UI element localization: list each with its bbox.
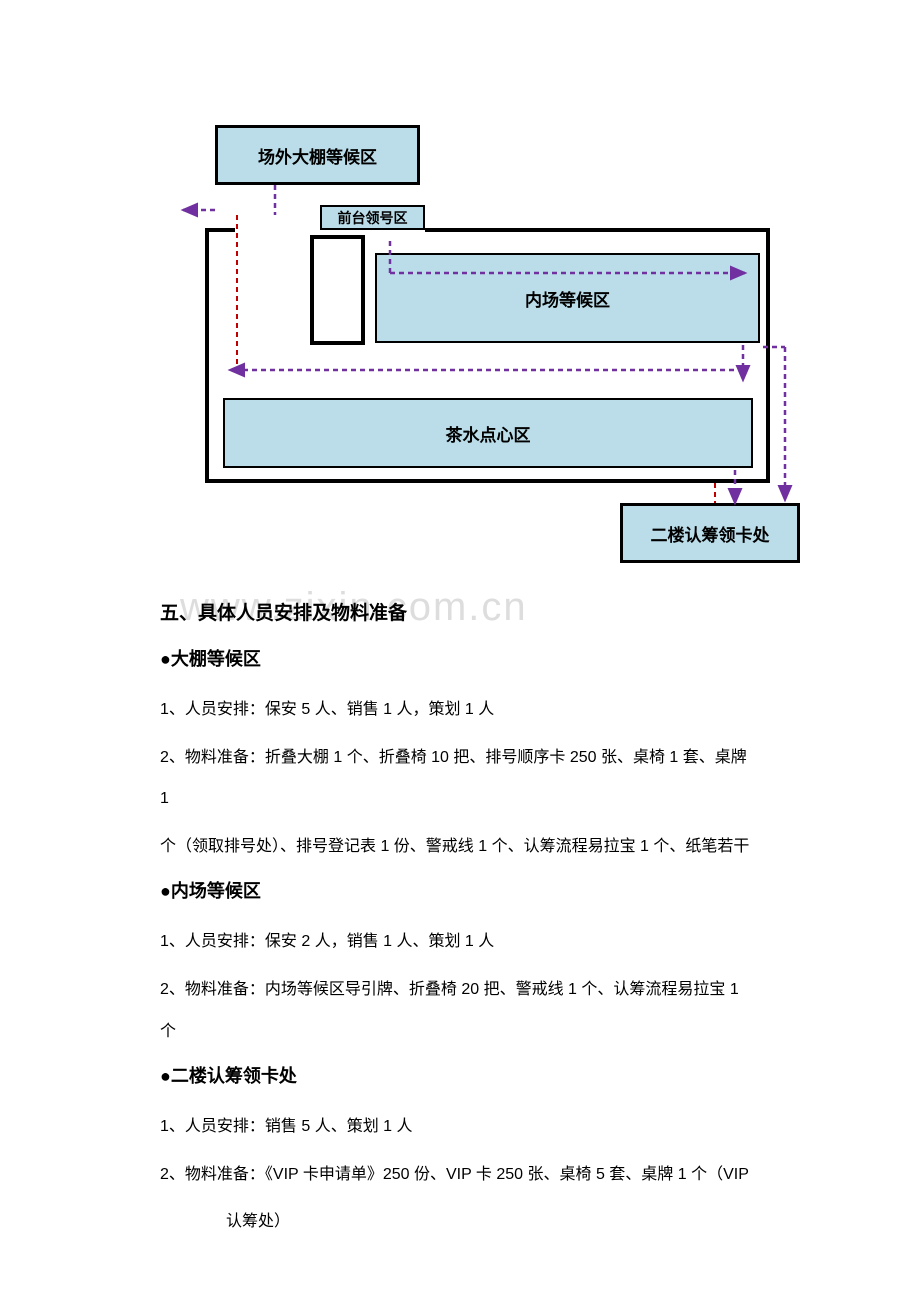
area-0-line-1: 2、物料准备：折叠大棚 1 个、折叠椅 10 把、排号顺序卡 250 张、桌椅 … (160, 737, 750, 820)
box-tea-area: 茶水点心区 (223, 398, 753, 468)
diagram-container: 场外大棚等候区 前台领号区 内场等候区 茶水点心区 二楼认筹领卡处 (175, 125, 800, 575)
box-second-floor: 二楼认筹领卡处 (620, 503, 800, 563)
area-2-line-1: 2、物料准备：《VIP 卡申请单》250 份、VIP 卡 250 张、桌椅 5 … (160, 1154, 750, 1196)
box-front-desk-label: 前台领号区 (338, 208, 408, 228)
content-area: 五、具体人员安排及物料准备 ●大棚等候区 1、人员安排：保安 5 人、销售 1 … (160, 598, 750, 1243)
box-inner-waiting: 内场等候区 (375, 253, 760, 343)
area-2-line-0: 1、人员安排：销售 5 人、策划 1 人 (160, 1106, 750, 1148)
area-2-title: ●二楼认筹领卡处 (160, 1062, 750, 1088)
box-waiting-outside: 场外大棚等候区 (215, 125, 420, 185)
box-front-desk: 前台领号区 (320, 205, 425, 230)
area-0-line-2: 个（领取排号处）、排号登记表 1 份、警戒线 1 个、认筹流程易拉宝 1 个、纸… (160, 826, 750, 868)
area-0-title: ●大棚等候区 (160, 645, 750, 671)
area-2-indent: 认筹处） (160, 1201, 750, 1243)
area-1-line-1: 2、物料准备：内场等候区导引牌、折叠椅 20 把、警戒线 1 个、认筹流程易拉宝… (160, 969, 750, 1052)
area-1-line-0: 1、人员安排：保安 2 人，销售 1 人、策划 1 人 (160, 921, 750, 963)
inner-small-box (310, 235, 365, 345)
area-0-line-0: 1、人员安排：保安 5 人、销售 1 人，策划 1 人 (160, 689, 750, 731)
box-inner-waiting-label: 内场等候区 (525, 286, 610, 311)
box-waiting-outside-label: 场外大棚等候区 (258, 143, 377, 168)
box-second-floor-label: 二楼认筹领卡处 (651, 521, 770, 546)
box-tea-area-label: 茶水点心区 (446, 421, 531, 446)
area-1-title: ●内场等候区 (160, 877, 750, 903)
section-title: 五、具体人员安排及物料准备 (160, 598, 750, 625)
